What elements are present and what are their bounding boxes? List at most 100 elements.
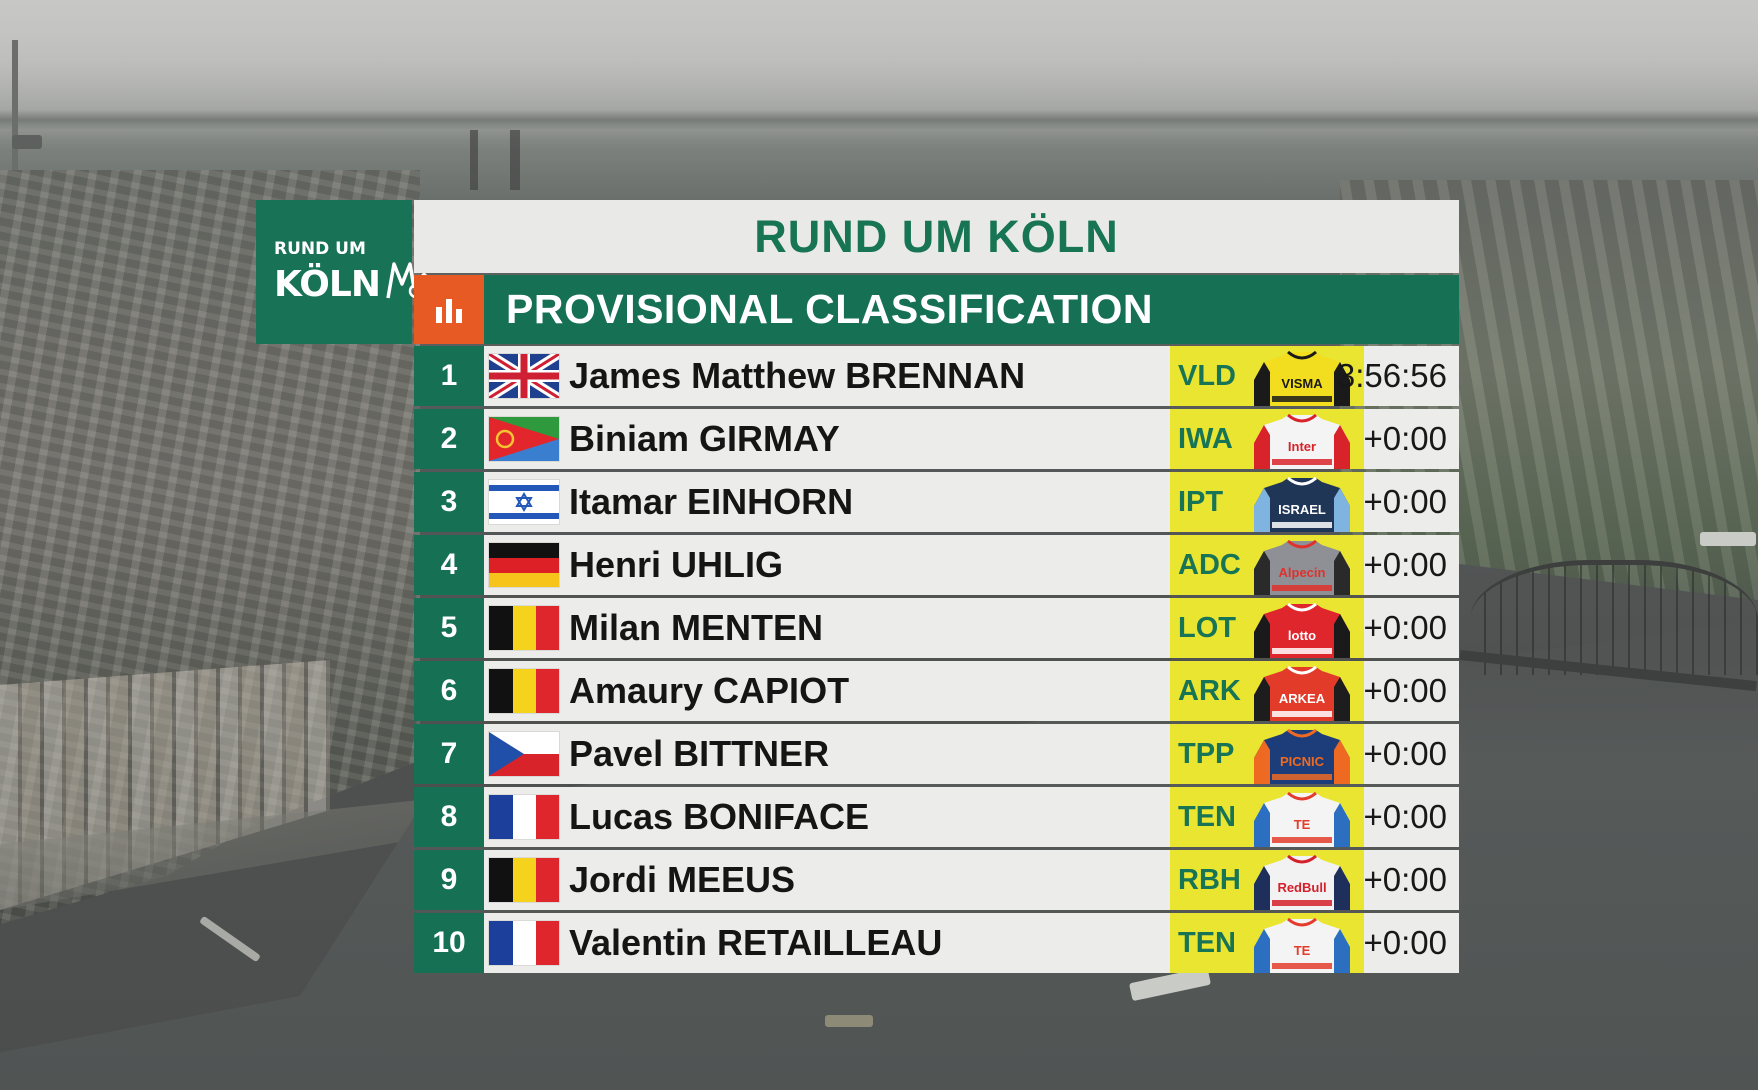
team-code: RBH (1178, 864, 1241, 896)
germany-flag (489, 543, 559, 587)
rider-cell: Milan MENTEN LOT lotto +0:00 (484, 598, 1459, 658)
classification-row: 7 Pavel BITTNER TPP PICNIC +0:00 (414, 724, 1459, 784)
rider-cell: Valentin RETAILLEAU TEN TE +0:00 (484, 913, 1459, 973)
team-block: TPP PICNIC (1170, 724, 1364, 784)
rider-name: Milan MENTEN (569, 607, 824, 648)
rider-cell: Jordi MEEUS RBH RedBull +0:00 (484, 850, 1459, 910)
rider-name: Jordi MEEUS (569, 859, 796, 900)
team-block: TEN TE (1170, 913, 1364, 973)
team-code: IWA (1178, 423, 1233, 455)
rank-number: 7 (414, 724, 484, 784)
classification-subtitle: PROVISIONAL CLASSIFICATION (506, 286, 1154, 332)
rank-number: 4 (414, 535, 484, 595)
race-title: RUND UM KÖLN (754, 210, 1119, 262)
svg-text:TE: TE (1294, 817, 1311, 832)
team-block: ADC Alpecin (1170, 535, 1364, 595)
rank-number: 1 (414, 346, 484, 406)
lotto-jersey: lotto (1250, 602, 1354, 658)
svg-text:ARKEA: ARKEA (1279, 691, 1326, 706)
rider-name: Itamar EINHORN (569, 481, 854, 522)
rank-number: 10 (414, 913, 484, 973)
logo-line1: RUND UM (274, 239, 366, 259)
france-flag (489, 921, 559, 965)
team-block: IPT ISRAEL (1170, 472, 1364, 532)
pier (199, 915, 261, 963)
israel-premier-tech-jersey: ISRAEL (1250, 476, 1354, 532)
rider-cell: Biniam GIRMAY IWA Inter +0:00 (484, 409, 1459, 469)
team-block: IWA Inter (1170, 409, 1364, 469)
svg-text:VISMA: VISMA (1281, 376, 1323, 391)
intermarche-wanty-jersey: Inter (1250, 413, 1354, 469)
france-flag (489, 795, 559, 839)
team-code: IPT (1178, 486, 1224, 518)
svg-text:Alpecin: Alpecin (1279, 565, 1326, 580)
team-code: ADC (1178, 549, 1241, 581)
belgium-flag (489, 858, 559, 902)
rider-cell: Itamar EINHORN IPT ISRAEL +0:00 (484, 472, 1459, 532)
team-block: LOT lotto (1170, 598, 1364, 658)
totalenergies-jersey: TE (1250, 917, 1354, 973)
arkea-jersey: ARKEA (1250, 665, 1354, 721)
red-bull-bora-hansgrohe-jersey: RedBull (1250, 854, 1354, 910)
team-code: TEN (1178, 927, 1236, 959)
rank-number: 6 (414, 661, 484, 721)
finish-time: +0:00 (1363, 924, 1448, 961)
finish-time: +0:00 (1363, 546, 1448, 583)
alpecin-deceuninck-jersey: Alpecin (1250, 539, 1354, 595)
classification-row: 2 Biniam GIRMAY IWA Inter +0:00 (414, 409, 1459, 469)
eritrea-flag (489, 417, 559, 461)
classification-row: 4 Henri UHLIG ADC Alpecin +0:00 (414, 535, 1459, 595)
belgium-flag (489, 606, 559, 650)
belgium-flag (489, 669, 559, 713)
rider-cell: Amaury CAPIOT ARK ARKEA +0:00 (484, 661, 1459, 721)
team-block: ARK ARKEA (1170, 661, 1364, 721)
finish-time: +0:00 (1363, 420, 1448, 457)
classification-row: 3 Itamar EINHORN IPT ISRAEL +0:00 (414, 472, 1459, 532)
boat (1700, 532, 1756, 546)
rider-cell: Pavel BITTNER TPP PICNIC +0:00 (484, 724, 1459, 784)
team-block: VLD VISMA (1170, 346, 1364, 406)
czech-republic-flag (489, 732, 559, 776)
team-code: LOT (1178, 612, 1236, 644)
svg-text:RedBull: RedBull (1277, 880, 1326, 895)
cathedral-spires (470, 130, 520, 190)
classification-row: 8 Lucas BONIFACE TEN TE +0:00 (414, 787, 1459, 847)
svg-text:lotto: lotto (1288, 628, 1316, 643)
svg-text:ISRAEL: ISRAEL (1278, 502, 1326, 517)
subtitle-bar: PROVISIONAL CLASSIFICATION (414, 275, 1459, 344)
rank-number: 5 (414, 598, 484, 658)
finish-time: 3:56:56 (1336, 357, 1447, 394)
rider-name: Valentin RETAILLEAU (569, 922, 943, 963)
finish-time: +0:00 (1363, 672, 1448, 709)
classification-table: 1 James Matthew BRENNAN VLD VISMA 3:56:5… (414, 346, 1459, 976)
finish-time: +0:00 (1363, 483, 1448, 520)
horizon (0, 110, 1758, 130)
classification-row: 6 Amaury CAPIOT ARK ARKEA +0:00 (414, 661, 1459, 721)
team-code: ARK (1178, 675, 1241, 707)
rider-cell: Lucas BONIFACE TEN TE +0:00 (484, 787, 1459, 847)
rank-number: 2 (414, 409, 484, 469)
totalenergies-jersey: TE (1250, 791, 1354, 847)
visma-lease-a-bike-jersey: VISMA (1250, 350, 1354, 406)
team-code: TPP (1178, 738, 1235, 770)
team-code: TEN (1178, 801, 1236, 833)
race-logo: RUND UM KÖLN (256, 200, 436, 344)
rider-name: James Matthew BRENNAN (569, 355, 1026, 396)
svg-text:PICNIC: PICNIC (1280, 754, 1325, 769)
title-bar: RUND UM KÖLN (414, 200, 1459, 273)
great-britain-flag (489, 354, 559, 398)
classification-row: 10 Valentin RETAILLEAU TEN TE +0:00 (414, 913, 1459, 973)
rank-number: 3 (414, 472, 484, 532)
finish-time: +0:00 (1363, 798, 1448, 835)
finish-time: +0:00 (1363, 735, 1448, 772)
finish-time: +0:00 (1363, 609, 1448, 646)
svg-text:TE: TE (1294, 943, 1311, 958)
classification-row: 5 Milan MENTEN LOT lotto +0:00 (414, 598, 1459, 658)
classification-row: 9 Jordi MEEUS RBH RedBull +0:00 (414, 850, 1459, 910)
picnic-postnl-jersey: PICNIC (1250, 728, 1354, 784)
boat (825, 1015, 873, 1027)
rider-name: Henri UHLIG (569, 544, 784, 585)
team-code: VLD (1178, 360, 1236, 392)
svg-text:Inter: Inter (1288, 439, 1316, 454)
tv-tower (12, 40, 42, 170)
